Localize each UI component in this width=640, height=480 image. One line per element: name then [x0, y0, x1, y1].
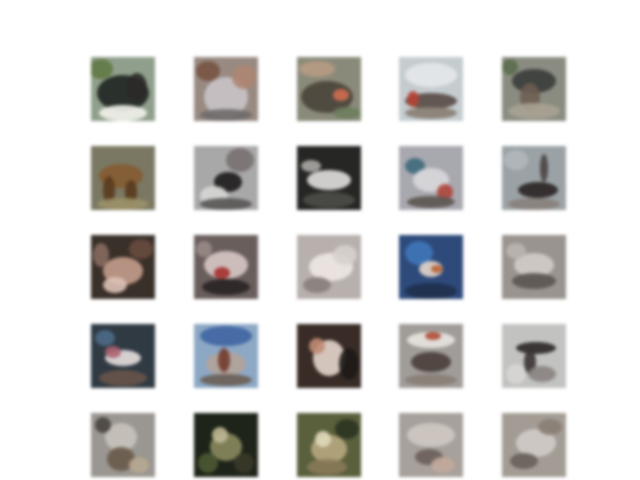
- sample-r1-c5: [502, 57, 566, 121]
- sample-r1-c1: [91, 57, 155, 121]
- sample-r5-c5: [502, 413, 566, 477]
- sample-r5-c1: [91, 413, 155, 477]
- sample-r4-c5: [502, 324, 566, 388]
- sample-r1-c2: [194, 57, 258, 121]
- sample-r3-c1: [91, 235, 155, 299]
- sample-r5-c3: [297, 413, 361, 477]
- sample-r1-c4: [399, 57, 463, 121]
- sample-r3-c2: [194, 235, 258, 299]
- sample-r4-c1: [91, 324, 155, 388]
- sample-r2-c4: [399, 146, 463, 210]
- sample-r3-c5: [502, 235, 566, 299]
- sample-r5-c4: [399, 413, 463, 477]
- sample-r2-c2: [194, 146, 258, 210]
- sample-r3-c4: [399, 235, 463, 299]
- sample-r2-c5: [502, 146, 566, 210]
- sample-r4-c2: [194, 324, 258, 388]
- sample-r3-c3: [297, 235, 361, 299]
- sample-r2-c3: [297, 146, 361, 210]
- sample-r2-c1: [91, 146, 155, 210]
- sample-r4-c4: [399, 324, 463, 388]
- sample-r1-c3: [297, 57, 361, 121]
- sample-r5-c2: [194, 413, 258, 477]
- sample-r4-c3: [297, 324, 361, 388]
